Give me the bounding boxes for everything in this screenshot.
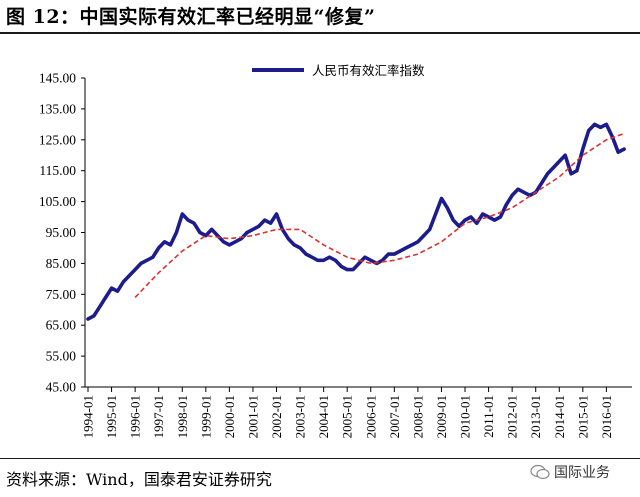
x-tick-label: 2014-01 [552, 395, 567, 438]
x-tick-label: 2012-01 [505, 395, 520, 438]
source-note: 资料来源：Wind，国泰君安证券研究 [6, 470, 272, 489]
x-axis: 1994-01 1995-01 1996-01 1997-01 1998-01 1999-… [81, 386, 632, 438]
x-tick-label: 2006-01 [363, 395, 378, 438]
legend-label: 人民币有效汇率指数 [312, 63, 425, 78]
x-tick-label: 1995-01 [104, 395, 119, 438]
x-tick-label: 2003-01 [293, 395, 308, 438]
y-tick-label: 145.00 [39, 71, 76, 86]
y-tick-label: 105.00 [39, 194, 76, 209]
series-layer [86, 122, 626, 321]
x-tick-label: 2007-01 [387, 395, 402, 438]
x-tick-label: 2000-01 [222, 395, 237, 438]
x-tick-label: 1996-01 [128, 395, 143, 438]
x-tick-label: 2011-01 [481, 395, 496, 438]
legend: 人民币有效汇率指数 [252, 63, 425, 78]
x-tick-label: 2010-01 [458, 395, 473, 438]
x-tick-label: 2008-01 [410, 395, 425, 438]
y-tick-label: 45.00 [46, 380, 77, 395]
line-chart: 145.00 135.00 125.00 115.00 105.00 95.00 85.00… [39, 63, 632, 438]
x-tick-label: 1998-01 [175, 395, 190, 438]
y-tick-label: 85.00 [46, 256, 77, 271]
watermark-text: 国际业务 [554, 465, 610, 481]
title-divider [0, 32, 640, 34]
x-tick-label: 2002-01 [269, 395, 284, 438]
x-tick-label: 1999-01 [198, 395, 213, 438]
series-line-reer [86, 122, 626, 321]
source-divider [0, 458, 640, 459]
x-tick-label: 2004-01 [316, 395, 331, 438]
x-tick-label: 2015-01 [575, 395, 590, 438]
wechat-icon [530, 464, 550, 480]
y-tick-label: 135.00 [39, 101, 76, 116]
x-tick-label: 2016-01 [599, 395, 614, 438]
y-axis: 145.00 135.00 125.00 115.00 105.00 95.00 85.00… [39, 71, 86, 395]
x-tick-label: 2001-01 [245, 395, 260, 438]
figure-title: 图 12：中国实际有效汇率已经明显“修复” [6, 6, 376, 28]
trend-line [134, 132, 625, 298]
x-tick-label: 1997-01 [151, 395, 166, 438]
y-tick-label: 75.00 [46, 287, 77, 302]
watermark: 国际业务 [530, 462, 610, 482]
y-tick-label: 115.00 [39, 163, 76, 178]
y-tick-label: 95.00 [46, 225, 77, 240]
y-tick-label: 125.00 [39, 132, 76, 147]
x-tick-label: 2013-01 [528, 395, 543, 438]
x-tick-label: 1994-01 [81, 395, 96, 438]
x-tick-label: 2009-01 [434, 395, 449, 438]
y-tick-label: 65.00 [46, 318, 77, 333]
x-tick-label: 2005-01 [340, 395, 355, 438]
y-tick-label: 55.00 [46, 349, 77, 364]
